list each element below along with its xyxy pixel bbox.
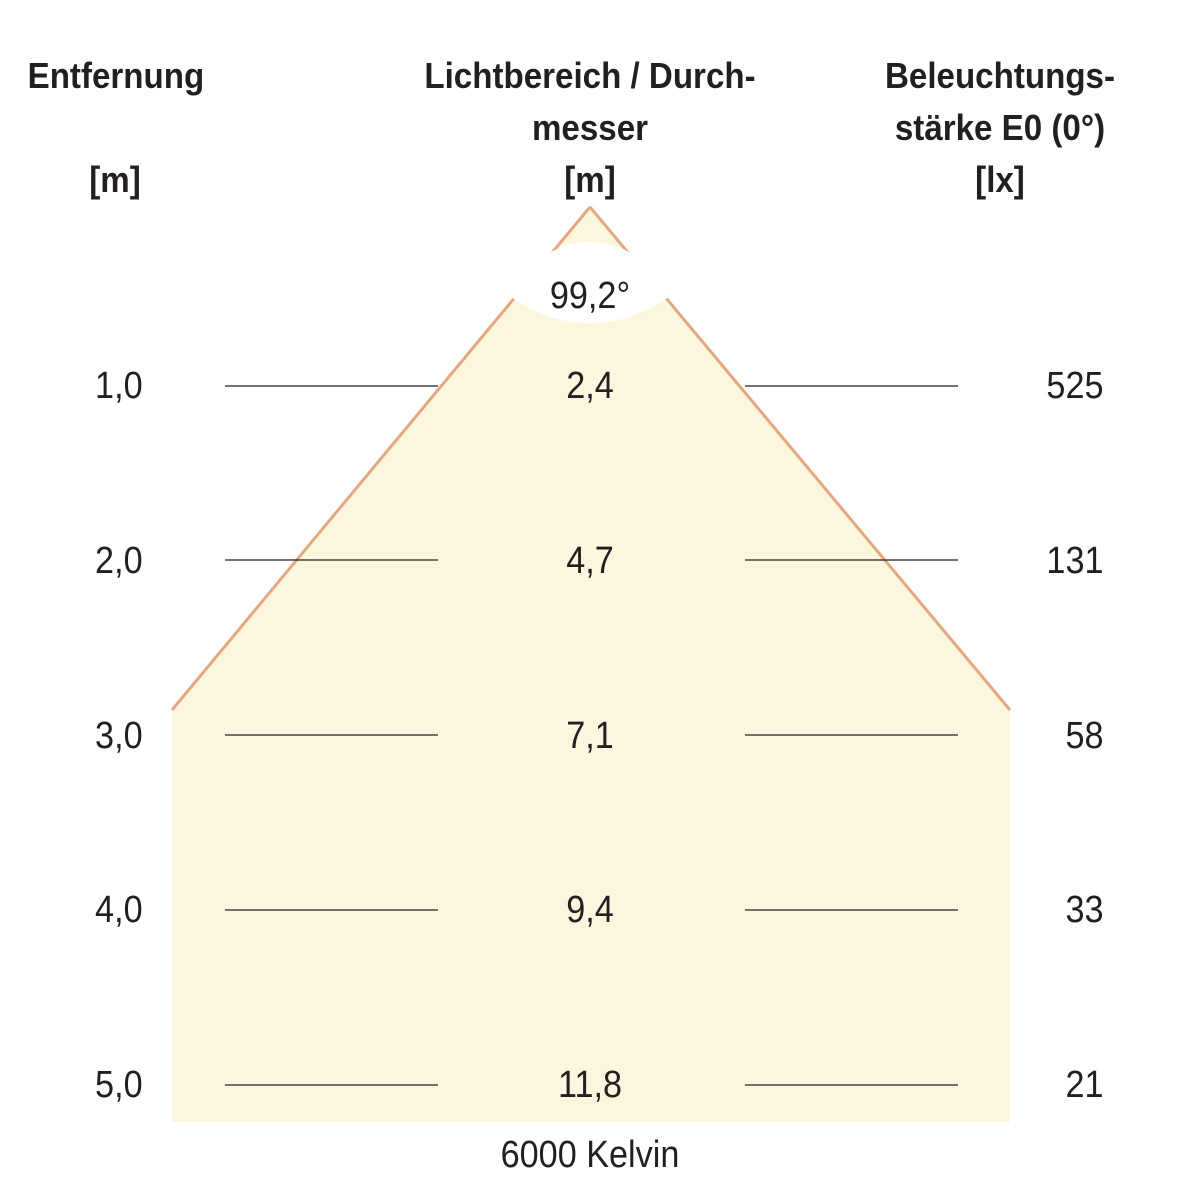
diameter-header-line-2: messer [531,107,649,148]
diameter-value: 11,8 [557,1064,623,1106]
illuminance-value: 525 [1046,365,1104,407]
diameter-header-line-1: Lichtbereich / Durch- [424,55,756,96]
illuminance-value: 33 [1065,889,1104,931]
distance-header-unit: [m] [89,159,141,200]
distance-header-line-2 [28,102,203,154]
illuminance-header-unit: [lx] [975,159,1025,200]
beam-angle-label: 99,2° [549,275,631,317]
diameter-header-unit: [m] [564,159,616,200]
distance-value: 4,0 [95,889,143,931]
diameter-value: 7,1 [566,715,614,757]
diameter-value: 2,4 [566,365,614,407]
distance-header-line-1: Entfernung [27,55,205,96]
diameter-value: 4,7 [566,540,614,582]
illuminance-header-line-2: stärke E0 (0°) [894,107,1106,148]
color-temperature-label: 6000 Kelvin [500,1134,680,1176]
distance-value: 5,0 [95,1064,143,1106]
illuminance-header-line-1: Beleuchtungs- [884,55,1115,96]
illuminance-column-header: Beleuchtungs- stärke E0 (0°) [lx] [871,50,1129,206]
angle-label-background [508,242,672,324]
distance-value: 1,0 [95,365,143,407]
illuminance-value: 131 [1046,540,1104,582]
distance-value: 2,0 [95,540,143,582]
diameter-column-header: Lichtbereich / Durch- messer [m] [415,50,765,206]
distance-column-header: Entfernung [m] [27,50,205,206]
illuminance-value: 21 [1065,1064,1104,1106]
light-cone-area [172,207,1010,1122]
diameter-value: 9,4 [566,889,614,931]
distance-rules [225,385,958,1086]
distance-value: 3,0 [95,715,143,757]
illuminance-value: 58 [1065,715,1104,757]
